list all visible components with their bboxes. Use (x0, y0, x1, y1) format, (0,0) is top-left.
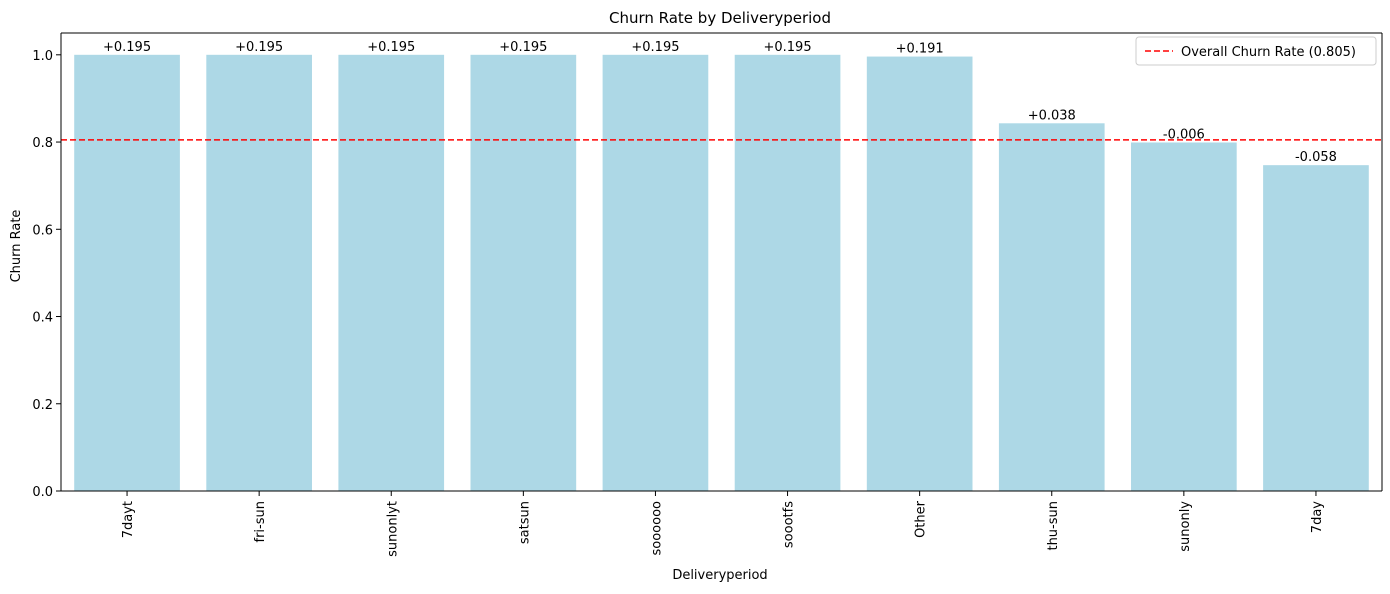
bar (734, 54, 841, 492)
legend: Overall Churn Rate (0.805) (1135, 36, 1377, 66)
bar (206, 54, 312, 492)
chart-title: Churn Rate by Deliveryperiod (609, 9, 831, 27)
bar (602, 54, 709, 492)
bar (338, 54, 445, 492)
x-tick-label: Other (914, 500, 929, 538)
bar-value-label: -0.058 (1295, 150, 1337, 165)
y-tick-label: 0.8 (32, 136, 53, 151)
bar (74, 54, 180, 492)
bar-value-label: +0.195 (367, 40, 415, 55)
bar-value-label: +0.195 (499, 40, 547, 55)
bar-value-label: +0.191 (896, 42, 944, 57)
bar-value-label: -0.006 (1163, 127, 1205, 142)
y-tick-label: 0.0 (32, 485, 53, 500)
bar-value-labels: +0.195 +0.195 +0.195 +0.195 +0.195 +0.195 +0.1… (103, 40, 1337, 165)
x-tick-label: soootfs (782, 501, 797, 548)
y-tick-label: 0.4 (32, 311, 53, 326)
x-tick-label: thu-sun (1046, 501, 1061, 551)
legend-entry-label: Overall Churn Rate (0.805) (1181, 45, 1356, 60)
bar (866, 56, 973, 491)
y-axis-label: Churn Rate (9, 210, 24, 283)
x-tick-label: soooooo (649, 501, 664, 556)
axes-group: 7dayt fri-sun sunonlyt satsun soooooo soootfs… (32, 32, 1383, 557)
bar (1263, 165, 1369, 491)
y-tick-label: 1.0 (32, 49, 53, 64)
bar-value-label: +0.195 (763, 40, 811, 55)
bar (470, 54, 577, 492)
x-tick-label: sunonlyt (385, 501, 400, 557)
bar-value-label: +0.195 (235, 40, 283, 55)
bars-group (74, 54, 1369, 492)
bar (998, 123, 1105, 491)
x-tick-label: fri-sun (253, 501, 268, 542)
bar (1131, 142, 1237, 491)
legend-frame (1135, 36, 1377, 66)
bar-value-label: +0.038 (1028, 108, 1076, 123)
x-tick-label: 7dayt (121, 501, 136, 538)
bar-value-label: +0.195 (631, 40, 679, 55)
x-tick-label: satsun (517, 501, 532, 544)
x-tick-label: sunonly (1178, 501, 1193, 552)
x-axis-label: Deliveryperiod (672, 568, 767, 583)
y-tick-label: 0.2 (32, 398, 53, 413)
x-tick-label: 7day (1310, 501, 1325, 533)
bar-value-label: +0.195 (103, 40, 151, 55)
y-tick-label: 0.6 (32, 223, 53, 238)
